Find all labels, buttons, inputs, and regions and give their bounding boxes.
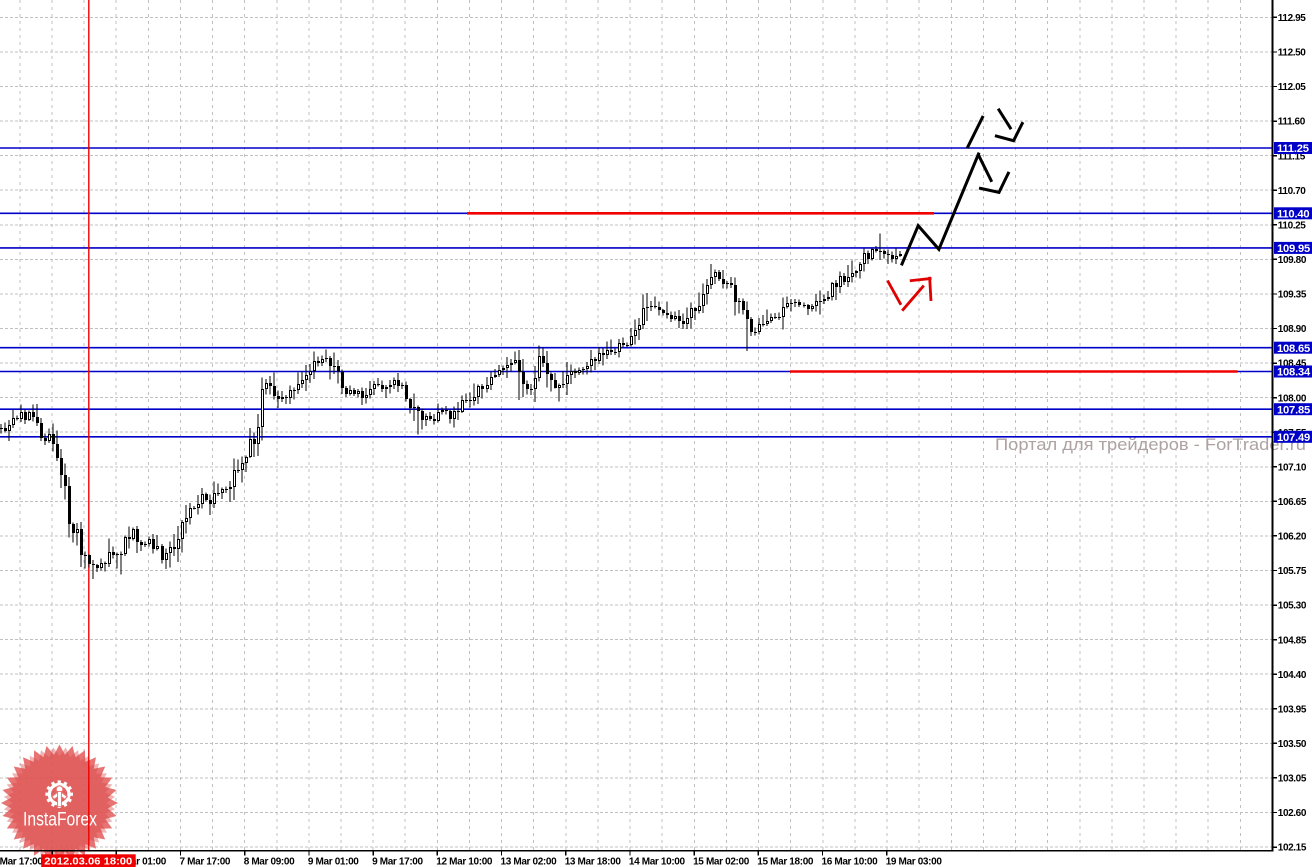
svg-text:104.85: 104.85 — [1278, 635, 1307, 646]
svg-text:110.40: 110.40 — [1277, 209, 1309, 221]
svg-text:106.65: 106.65 — [1278, 497, 1307, 508]
svg-text:InstaForex: InstaForex — [23, 810, 97, 831]
svg-text:112.95: 112.95 — [1278, 13, 1306, 24]
svg-text:108.00: 108.00 — [1278, 393, 1307, 404]
svg-text:14 Mar 10:00: 14 Mar 10:00 — [629, 857, 686, 867]
svg-text:107.10: 107.10 — [1278, 462, 1307, 473]
svg-text:19 Mar 03:00: 19 Mar 03:00 — [886, 857, 943, 867]
svg-text:7 Mar 01:00: 7 Mar 01:00 — [115, 857, 166, 867]
svg-text:13 Mar 18:00: 13 Mar 18:00 — [565, 857, 622, 867]
svg-text:108.65: 108.65 — [1277, 343, 1310, 355]
svg-text:111.25: 111.25 — [1277, 143, 1309, 155]
svg-text:15 Mar 02:00: 15 Mar 02:00 — [693, 857, 750, 867]
svg-text:102.15: 102.15 — [1278, 843, 1307, 854]
svg-text:105.75: 105.75 — [1278, 566, 1307, 577]
svg-text:Портал для трейдеров - ForTrad: Портал для трейдеров - ForTrader.ru — [995, 435, 1306, 454]
svg-text:112.50: 112.50 — [1278, 48, 1306, 59]
svg-text:12 Mar 10:00: 12 Mar 10:00 — [436, 857, 493, 867]
svg-text:109.95: 109.95 — [1277, 243, 1310, 255]
svg-text:103.05: 103.05 — [1278, 774, 1307, 785]
svg-text:9 Mar 17:00: 9 Mar 17:00 — [372, 857, 423, 867]
svg-text:102.60: 102.60 — [1278, 808, 1307, 819]
svg-text:104.40: 104.40 — [1278, 670, 1307, 681]
svg-text:108.45: 108.45 — [1278, 359, 1307, 370]
svg-text:105.30: 105.30 — [1278, 601, 1307, 612]
svg-text:109.80: 109.80 — [1278, 255, 1307, 266]
svg-text:9 Mar 01:00: 9 Mar 01:00 — [308, 857, 359, 867]
svg-text:109.35: 109.35 — [1278, 290, 1307, 301]
svg-text:112.05: 112.05 — [1278, 82, 1306, 93]
svg-text:103.50: 103.50 — [1278, 739, 1307, 750]
svg-text:15 Mar 18:00: 15 Mar 18:00 — [757, 857, 814, 867]
svg-text:110.70: 110.70 — [1278, 186, 1306, 197]
svg-text:108.34: 108.34 — [1277, 367, 1311, 379]
svg-text:2012.03.06 18:00: 2012.03.06 18:00 — [44, 856, 132, 867]
svg-text:106.20: 106.20 — [1278, 532, 1307, 543]
svg-text:111.15: 111.15 — [1278, 151, 1306, 162]
svg-text:8 Mar 09:00: 8 Mar 09:00 — [244, 857, 295, 867]
svg-text:Mar 17:00: Mar 17:00 — [0, 857, 43, 867]
svg-text:107.49: 107.49 — [1277, 432, 1310, 444]
svg-text:107.85: 107.85 — [1277, 404, 1310, 416]
svg-text:7 Mar 17:00: 7 Mar 17:00 — [180, 857, 231, 867]
svg-text:16 Mar 10:00: 16 Mar 10:00 — [822, 857, 879, 867]
svg-text:103.95: 103.95 — [1278, 704, 1307, 715]
svg-text:13 Mar 02:00: 13 Mar 02:00 — [501, 857, 558, 867]
svg-text:108.90: 108.90 — [1278, 324, 1307, 335]
svg-text:111.60: 111.60 — [1278, 117, 1306, 128]
svg-text:110.25: 110.25 — [1278, 220, 1306, 231]
